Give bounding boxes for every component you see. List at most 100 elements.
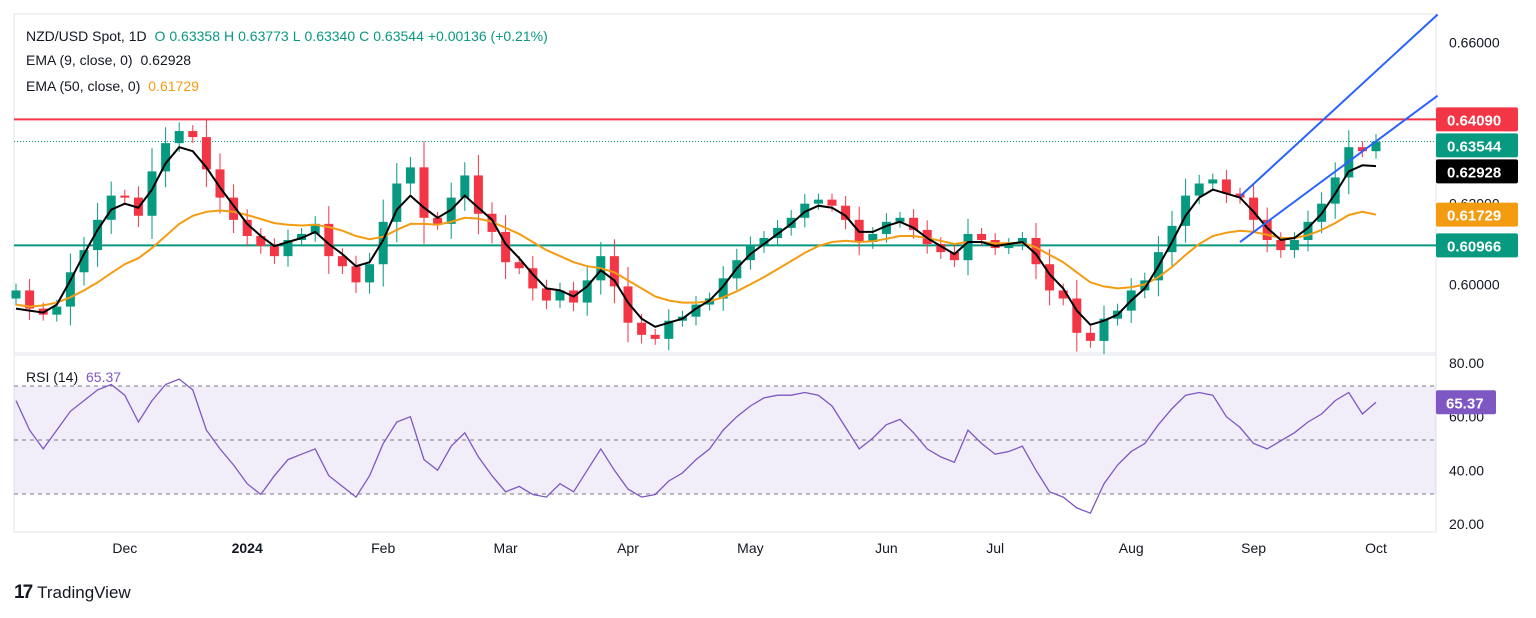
candle-body <box>759 237 769 247</box>
candle-body <box>1194 183 1204 196</box>
candle-body <box>664 320 674 339</box>
candle-body <box>93 219 103 251</box>
rsi-line <box>15 378 1377 515</box>
candle-body <box>650 334 660 339</box>
price-badge <box>1436 233 1518 258</box>
candle-body <box>1004 244 1014 249</box>
time-tick-label: Feb <box>371 540 395 556</box>
candle-body <box>201 137 211 170</box>
tradingview-logo-icon: 17 <box>14 582 33 603</box>
candle-body <box>120 195 130 198</box>
rsi-series-group <box>15 378 1377 515</box>
candle-body <box>623 286 633 323</box>
candle-body <box>1167 225 1177 253</box>
candle-body <box>378 221 388 265</box>
legend-ema9: EMA (9, close, 0) 0.62928 <box>26 51 195 69</box>
legend-ohlc: NZD/USD Spot, 1D O 0.63358 H 0.63773 L 0.6334… <box>26 27 556 45</box>
time-tick-label: Mar <box>494 540 518 556</box>
time-tick-label: May <box>737 540 763 556</box>
candle-body <box>65 272 75 307</box>
candle-body <box>949 252 959 261</box>
candle-body <box>881 221 891 234</box>
legend-ema50: EMA (50, close, 0) 0.61729 <box>26 77 203 95</box>
price-badges-group: 0.64090 0.63544 0.62928 0.61729 0.60966 65.37 <box>1436 107 1518 415</box>
open-value: 0.63358 <box>169 28 220 44</box>
candle-body <box>691 304 701 317</box>
candle-body <box>392 183 402 222</box>
candle-body <box>52 306 62 315</box>
time-tick-label: Sep <box>1241 540 1266 556</box>
time-tick-label: Dec <box>112 540 137 556</box>
low-value: 0.63340 <box>304 28 356 44</box>
candle-body <box>419 167 429 218</box>
candle-body <box>188 131 198 138</box>
candle-body <box>174 131 184 144</box>
price-tick-label: 0.66000 <box>1449 34 1500 50</box>
price-badge-label: 0.63544 <box>1447 138 1502 155</box>
candle-body <box>1058 290 1068 299</box>
candle-body <box>433 217 443 224</box>
candle-body <box>1357 147 1367 152</box>
candle-body <box>541 288 551 301</box>
candle-body <box>161 143 171 172</box>
brand-label: TradingView <box>37 583 131 602</box>
rsi-legend-value: 65.37 <box>86 369 122 385</box>
candle-body <box>637 322 647 335</box>
time-tick-label: Jun <box>875 540 898 556</box>
footer-brand[interactable]: 17 TradingView <box>14 582 131 604</box>
price-badge-label: 0.64090 <box>1447 112 1501 129</box>
time-tick-label: Oct <box>1365 540 1387 556</box>
candle-body <box>460 175 470 198</box>
rsi-pane[interactable] <box>13 354 1437 533</box>
candle-body <box>1208 179 1218 184</box>
candle-body <box>1072 298 1082 333</box>
candle-body <box>351 266 361 283</box>
rsi-badge <box>1436 390 1496 415</box>
candle-body <box>283 240 293 257</box>
candle-body <box>405 167 415 184</box>
candle-body <box>977 233 987 240</box>
candle-body <box>501 231 511 263</box>
candle-body <box>813 199 823 204</box>
candle-body <box>25 290 35 309</box>
candle-body <box>868 233 878 243</box>
high-value: 0.63773 <box>238 28 289 44</box>
candle-body <box>324 223 334 257</box>
candle-body <box>909 217 919 230</box>
time-tick-label: Apr <box>617 540 639 556</box>
ema50-value: 0.61729 <box>148 78 199 94</box>
candle-body <box>1181 195 1191 226</box>
candle-body <box>1371 141 1381 152</box>
candle-body <box>582 280 592 303</box>
candle-body <box>1249 197 1259 220</box>
rsi-tick-label: 40.00 <box>1449 462 1484 478</box>
candle-body <box>106 195 116 220</box>
time-tick-label: Jul <box>986 540 1004 556</box>
time-tick-label: 2024 <box>232 540 263 556</box>
price-badge <box>1436 107 1518 132</box>
candle-body <box>1276 240 1286 251</box>
rsi-tick-label: 80.00 <box>1449 355 1484 371</box>
ema50-label: EMA (50, close, 0) <box>26 78 141 94</box>
open-label: O <box>154 28 166 44</box>
price-tick-label: 0.60000 <box>1449 276 1500 292</box>
candle-body <box>1031 237 1041 265</box>
candle-body <box>1221 179 1231 194</box>
rsi-tick-label: 20.00 <box>1449 516 1484 532</box>
candle-body <box>11 290 21 299</box>
price-badge-label: 0.61729 <box>1447 208 1501 225</box>
candle-body <box>528 268 538 289</box>
candle-body <box>963 233 973 261</box>
candle-body <box>936 244 946 253</box>
channel-line-1 <box>1239 13 1439 198</box>
high-label: H <box>223 28 235 44</box>
price-series-group <box>11 13 1439 355</box>
legend-rsi: RSI (14) 65.37 <box>26 368 125 386</box>
candle-body <box>1099 318 1109 341</box>
change-value: +0.00136 (+0.21%) <box>427 28 548 44</box>
rsi-label: RSI (14) <box>26 369 79 385</box>
candle-body <box>269 246 279 257</box>
candle-body <box>79 250 89 273</box>
price-badge <box>1436 202 1518 227</box>
